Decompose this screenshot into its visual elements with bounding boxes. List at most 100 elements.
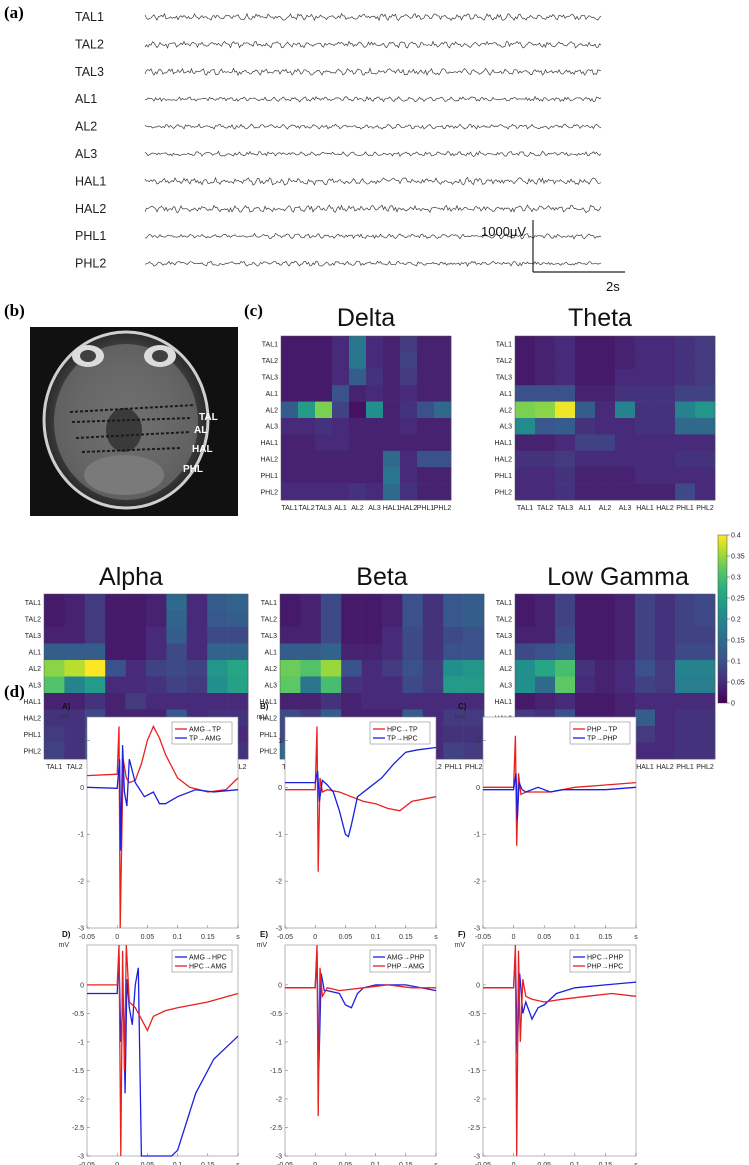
heatmap-cell: [695, 693, 716, 710]
heatmap-cell: [615, 467, 636, 484]
heatmap-cell: [422, 693, 444, 710]
heatmap-cell: [463, 594, 485, 611]
heatmap-cell: [298, 352, 316, 370]
heatmap-cell: [575, 450, 596, 468]
heatmap-cell: [655, 336, 676, 353]
heatmap-cell: [366, 401, 384, 419]
heatmap-col-label: HAL2: [400, 505, 418, 512]
heatmap-cell: [675, 450, 696, 468]
heatmap-cell: [417, 434, 435, 452]
heatmap-row-label: HAL2: [23, 715, 41, 722]
heatmap-cell: [281, 483, 299, 501]
y-tick-label: -2: [78, 879, 84, 886]
heatmap-cell: [105, 594, 126, 611]
y-tick-label: -1: [78, 832, 84, 839]
heatmap-cell: [280, 610, 301, 628]
heatmap-cell: [320, 643, 342, 661]
heatmap-row-label: TAL3: [25, 633, 41, 640]
heatmap-cell: [366, 352, 384, 370]
heatmap-col-label: PHL2: [465, 764, 483, 771]
heatmap-cell: [535, 693, 556, 710]
heatmap-cell: [281, 467, 299, 484]
heatmap-cell: [298, 368, 316, 386]
heatmap-cell: [166, 693, 188, 710]
mri-image: TAL AL HAL PHL: [30, 327, 238, 516]
heatmap-cell: [402, 660, 424, 677]
heatmap-cell: [535, 660, 556, 677]
heatmap-cell: [515, 450, 536, 468]
colorbar-gradient: [717, 534, 728, 704]
heatmap-row-label: AL3: [500, 424, 513, 431]
heatmap-cell: [695, 610, 716, 628]
heatmap-cell: [382, 594, 403, 611]
heatmap-cell: [695, 483, 716, 501]
y-axis-unit: mV: [257, 942, 268, 949]
x-tick-label: -0.05: [277, 1162, 293, 1165]
heatmap-cell: [535, 610, 556, 628]
x-tick-label: 0: [115, 934, 119, 941]
heatmap-cell: [535, 594, 556, 611]
colorbar-tick-label: 0.05: [731, 680, 745, 687]
y-tick-label: 0: [278, 785, 282, 792]
legend-label: TP→HPC: [387, 736, 418, 743]
chart-title: D): [62, 930, 71, 939]
heatmap-cell: [361, 594, 383, 611]
series-line: [87, 944, 239, 1157]
heatmap-cell: [695, 385, 716, 402]
heatmap-cell: [417, 483, 435, 501]
heatmap-cell: [555, 483, 576, 501]
heatmap-cell: [382, 610, 403, 628]
legend-label: PHP→TP: [587, 727, 618, 734]
heatmap-cell: [105, 643, 126, 661]
colorbar-tick-label: 0.4: [731, 533, 741, 540]
heatmap-cell: [44, 676, 65, 694]
heatmap-cell: [349, 467, 367, 484]
heatmap-cell: [383, 450, 401, 468]
heatmap-cell: [227, 594, 249, 611]
heatmap-cell: [298, 418, 316, 435]
heatmap-cell: [341, 693, 362, 710]
y-tick-label: -2.5: [72, 1125, 84, 1132]
colorbar-tick-label: 0.15: [731, 638, 745, 645]
mri-label-hal: HAL: [192, 444, 213, 455]
heatmap-cell: [555, 693, 576, 710]
heatmap-cell: [383, 368, 401, 386]
heatmap-cell: [655, 660, 676, 677]
heatmap-cell: [186, 643, 208, 661]
legend: HPC→TP TP→HPC: [369, 721, 431, 745]
heatmap-cell: [332, 368, 350, 386]
heatmap-cell: [575, 385, 596, 402]
legend-label: HPC→TP: [387, 727, 418, 734]
heatmap-cell: [635, 418, 656, 435]
heatmap-cell: [166, 643, 188, 661]
legend-label: PHP→HPC: [587, 964, 623, 971]
heatmap-col-label: AL2: [351, 505, 364, 512]
heatmap-row-label: HAL1: [494, 699, 512, 706]
heatmap-cell: [695, 336, 716, 353]
heatmap-cell: [44, 726, 65, 743]
heatmap-cell: [400, 385, 418, 402]
heatmap-cell: [434, 352, 452, 370]
heatmap-cell: [595, 594, 616, 611]
heatmap-cell: [300, 693, 322, 710]
heatmap-cell: [555, 385, 576, 402]
scale-time-label: 2s: [606, 279, 620, 294]
heatmap-cell: [575, 401, 596, 419]
heatmap-cell: [463, 726, 485, 743]
y-axis-unit: mV: [455, 942, 466, 949]
heatmap-col-label: PHL1: [445, 764, 463, 771]
heatmap-cell: [443, 660, 464, 677]
heatmap-cell: [535, 450, 556, 468]
heatmap-cell: [535, 627, 556, 644]
x-axis-unit: s: [634, 934, 638, 941]
heatmap-cell: [400, 352, 418, 370]
y-tick-label: -1: [276, 832, 282, 839]
heatmap-row-label: TAL2: [261, 616, 277, 623]
heatmap-cell: [515, 594, 536, 611]
heatmap-col-label: AL1: [579, 505, 592, 512]
heatmap-cell: [635, 483, 656, 501]
heatmap-cell: [695, 627, 716, 644]
trace-phl1: [144, 232, 602, 240]
